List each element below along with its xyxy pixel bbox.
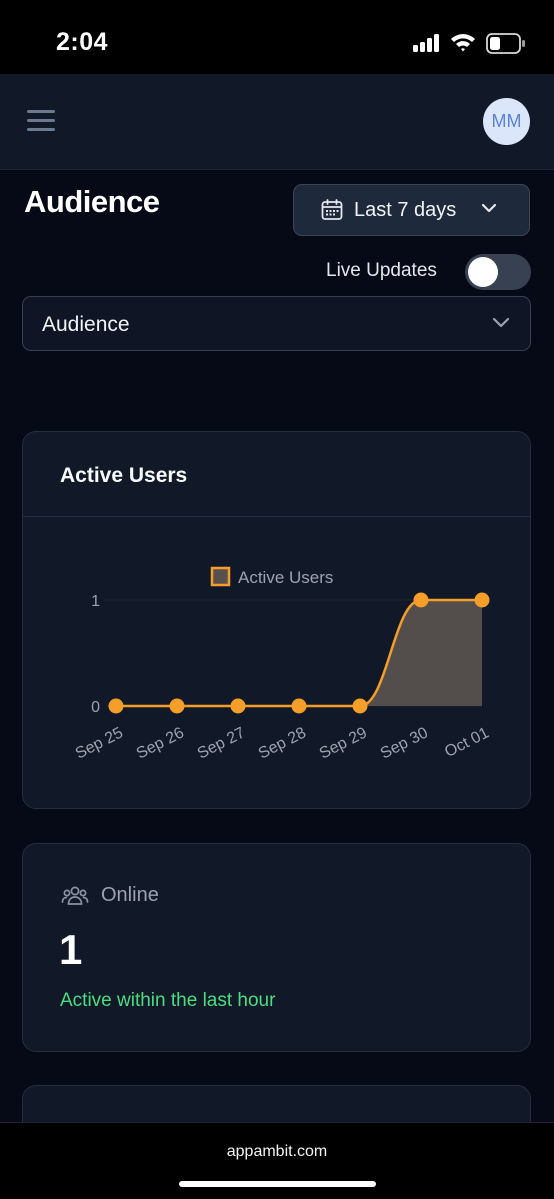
cellular-signal-icon xyxy=(413,34,439,52)
x-tick-label: Oct 01 xyxy=(442,724,492,761)
browser-bottom-bar: appambit.com xyxy=(0,1122,554,1199)
browser-url[interactable]: appambit.com xyxy=(226,1143,328,1160)
data-point xyxy=(291,698,307,714)
chevron-down-icon xyxy=(481,203,497,213)
online-count: 1 xyxy=(59,926,83,973)
data-point xyxy=(413,592,429,608)
battery-icon xyxy=(486,33,525,54)
data-point xyxy=(474,592,490,608)
y-tick-label: 0 xyxy=(91,699,100,716)
online-card: Online 1 Active within the last hour xyxy=(22,843,531,1052)
status-bar: 2:04 xyxy=(0,0,554,74)
live-updates-toggle[interactable] xyxy=(465,254,531,290)
page-title: Audience xyxy=(24,184,160,219)
section-select-value: Audience xyxy=(42,313,130,336)
active-users-title: Active Users xyxy=(60,464,188,487)
legend-label: Active Users xyxy=(238,568,333,587)
menu-icon[interactable] xyxy=(27,110,55,132)
data-point xyxy=(230,698,246,714)
active-users-chart: 0 1 Sep 25 Sep 26 Sep 27 Sep 28 Sep 29 Sep 30 Oc… xyxy=(73,566,492,763)
top-navigation-bar: MM xyxy=(0,74,554,170)
legend-swatch xyxy=(210,566,231,587)
online-note: Active within the last hour xyxy=(60,990,276,1011)
section-select[interactable]: Audience xyxy=(22,296,531,351)
active-users-card: Active Users 0 1 Sep 25 Sep 26 Sep 27 Sep 28 S… xyxy=(22,431,531,809)
user-avatar[interactable]: MM xyxy=(483,98,530,145)
x-tick-label: Sep 29 xyxy=(317,724,370,762)
data-point xyxy=(169,698,185,714)
x-tick-label: Sep 28 xyxy=(256,724,309,762)
date-range-label: Last 7 days xyxy=(354,198,457,221)
series-area-active-users xyxy=(116,600,482,706)
users-group-icon xyxy=(61,886,89,905)
y-tick-label: 1 xyxy=(91,593,100,610)
data-point xyxy=(108,698,124,714)
live-updates-label: Live Updates xyxy=(326,260,437,281)
home-indicator xyxy=(179,1181,376,1187)
chevron-down-icon xyxy=(492,317,510,328)
online-label: Online xyxy=(101,884,159,906)
wifi-icon xyxy=(451,34,475,52)
x-tick-label: Sep 26 xyxy=(134,724,187,762)
data-point xyxy=(352,698,368,714)
x-tick-label: Sep 27 xyxy=(195,724,248,762)
date-range-button[interactable]: Last 7 days xyxy=(293,184,530,236)
toggle-knob xyxy=(468,257,498,287)
x-tick-label: Sep 25 xyxy=(73,724,126,762)
calendar-icon xyxy=(321,199,343,220)
card-divider xyxy=(23,516,530,517)
status-time: 2:04 xyxy=(56,28,109,56)
x-tick-label: Sep 30 xyxy=(378,724,431,762)
